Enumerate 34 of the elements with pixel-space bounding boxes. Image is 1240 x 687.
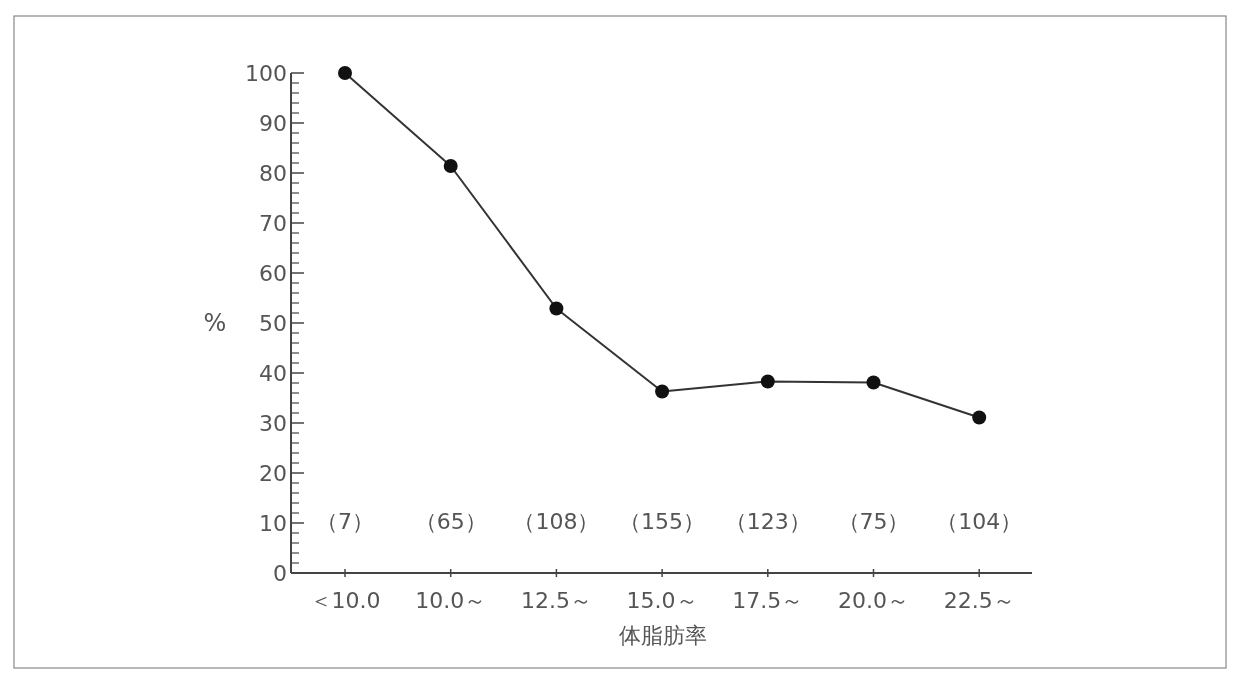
y-axis-title: % — [203, 309, 227, 337]
point — [655, 384, 670, 399]
x-tick-label: 15.0～ — [626, 588, 698, 613]
y-tick-label: 80 — [259, 161, 287, 186]
annotation: （155） — [619, 509, 706, 534]
point — [866, 375, 881, 390]
annotation: （108） — [513, 509, 600, 534]
point — [760, 374, 775, 389]
point — [338, 66, 352, 80]
y-tick-label: 40 — [259, 361, 287, 386]
point — [443, 159, 458, 173]
annotation: （65） — [414, 509, 487, 534]
annotation: （7） — [316, 509, 374, 534]
y-tick-label: 50 — [259, 311, 287, 336]
y-tick-label: 60 — [259, 261, 287, 286]
x-tick-label: 17.5～ — [732, 588, 804, 613]
x-axis-title: 体脂肪率 — [619, 623, 708, 648]
point — [972, 410, 987, 425]
x-tick-label: 20.0～ — [838, 588, 909, 613]
annotation: （104） — [936, 509, 1023, 534]
y-tick-label: 70 — [259, 211, 287, 236]
y-tick-label: 0 — [273, 561, 287, 586]
x-tick-label: 12.5～ — [520, 588, 592, 613]
y-tick-label: 10 — [259, 511, 287, 536]
x-tick-label: 22.5～ — [943, 588, 1015, 613]
y-tick-label: 100 — [245, 61, 287, 86]
annotation: （123） — [724, 509, 811, 534]
annotation: （75） — [837, 509, 910, 534]
y-tick-label: 90 — [259, 111, 287, 136]
x-tick-label: ＜10.0 — [309, 588, 381, 613]
y-tick-label: 30 — [259, 411, 287, 436]
y-tick-label: 20 — [259, 461, 287, 486]
x-tick-label: 10.0～ — [415, 588, 487, 613]
point — [549, 301, 564, 316]
